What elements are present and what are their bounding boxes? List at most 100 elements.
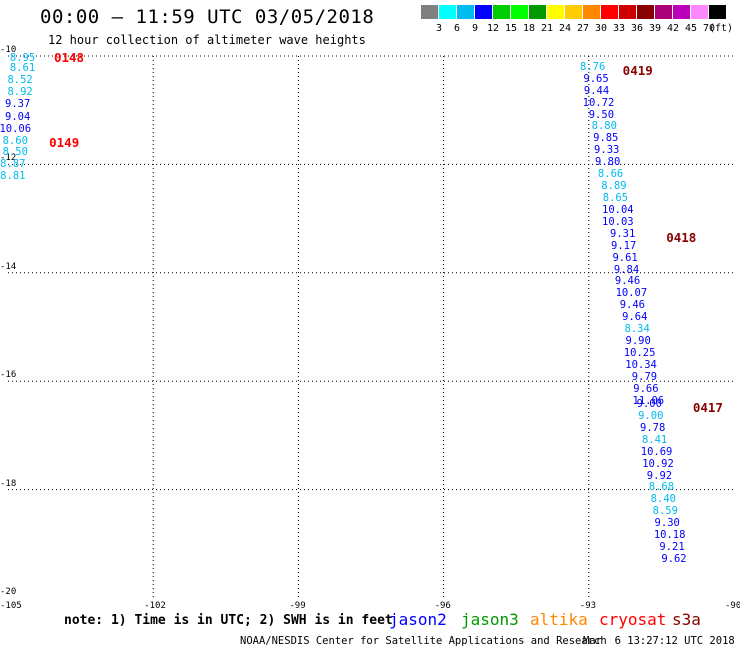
legend-swatch bbox=[691, 5, 708, 19]
wave-height-value: 10.34 bbox=[625, 358, 657, 371]
legend-label: 45 bbox=[684, 23, 698, 34]
legend-label: 70 bbox=[702, 23, 716, 34]
legend-label: 33 bbox=[612, 23, 626, 34]
pass-time-label: 0418 bbox=[666, 230, 697, 246]
pass-time-label: 0417 bbox=[692, 399, 723, 415]
wave-height-value: 9.61 bbox=[612, 251, 638, 264]
legend-label: 12 bbox=[486, 23, 500, 34]
wave-height-value: 8.65 bbox=[602, 192, 629, 204]
wave-height-value: 8.50 bbox=[2, 146, 28, 159]
legend-swatch bbox=[457, 5, 474, 19]
legend-label: 36 bbox=[630, 23, 644, 34]
wave-height-value: 9.17 bbox=[610, 239, 637, 252]
legend-label: 3 bbox=[435, 23, 443, 34]
wave-height-value: 9.46 bbox=[614, 275, 641, 288]
wave-height-value: 8.66 bbox=[597, 168, 624, 181]
wave-height-value: 8.95 bbox=[9, 51, 36, 64]
wave-height-value: 9.84 bbox=[613, 263, 640, 276]
legend-swatch bbox=[493, 5, 510, 19]
legend-swatch bbox=[475, 5, 492, 19]
legend-swatch bbox=[709, 5, 726, 19]
legend-swatch bbox=[673, 5, 690, 19]
wave-height-value: 9.66 bbox=[633, 382, 659, 395]
wave-height-value: 9.00 bbox=[638, 409, 664, 422]
legend-swatch bbox=[565, 5, 582, 19]
pass-time-label: 0419 bbox=[622, 63, 653, 79]
legend-swatch bbox=[619, 5, 636, 19]
map-title: 00:00 – 11:59 UTC 03/05/2018 bbox=[40, 6, 375, 28]
legend-swatch bbox=[421, 5, 438, 19]
footer-timestamp: Mar 6 13:27:12 UTC 2018 bbox=[583, 635, 735, 647]
legend-swatch bbox=[655, 5, 672, 19]
wave-height-value: 10.03 bbox=[602, 215, 634, 228]
wave-height-value: 11.06 bbox=[632, 394, 665, 407]
latitude-tick-label: -18 bbox=[0, 478, 17, 489]
wave-height-value: 8.59 bbox=[652, 505, 678, 518]
wave-height-value: 8.52 bbox=[7, 74, 33, 87]
legend-swatch bbox=[637, 5, 654, 19]
longitude-tick-label: -99 bbox=[289, 601, 306, 611]
legend-swatch bbox=[529, 5, 546, 19]
wave-height-value: 9.92 bbox=[646, 469, 673, 482]
wave-height-value: 8.41 bbox=[641, 433, 668, 446]
wave-height-value: 10.04 bbox=[602, 203, 634, 216]
legend-label: 27 bbox=[576, 23, 590, 34]
latitude-tick-label: -16 bbox=[0, 370, 17, 381]
longitude-tick-label: -105 bbox=[0, 601, 22, 611]
longitude-tick-label: -93 bbox=[579, 601, 597, 611]
wave-height-value: 9.44 bbox=[583, 84, 610, 97]
wave-height-value: 9.79 bbox=[631, 370, 658, 383]
satellite-s3a: s3a bbox=[672, 610, 701, 629]
wave-height-value: 9.78 bbox=[640, 421, 666, 434]
wave-height-value: 9.50 bbox=[588, 108, 615, 121]
wave-height-value: 9.21 bbox=[659, 541, 685, 554]
legend-unit: (ft) bbox=[708, 23, 734, 34]
latitude-tick-label: -10 bbox=[0, 45, 17, 55]
wave-height-value: 8.87 bbox=[0, 158, 26, 171]
legend-label: 39 bbox=[648, 23, 662, 34]
wave-height-value: 8.89 bbox=[601, 180, 627, 193]
wave-height-value: 8.40 bbox=[650, 493, 676, 506]
legend-label: 21 bbox=[540, 23, 554, 34]
wave-height-value: 10.18 bbox=[653, 529, 686, 542]
wave-height-value: 8.81 bbox=[0, 170, 26, 183]
satellite-jason2: jason2 bbox=[389, 610, 447, 629]
longitude-tick-label: -102 bbox=[144, 601, 166, 611]
wave-height-value: 9.00 bbox=[636, 397, 662, 410]
legend-label: 6 bbox=[453, 23, 461, 34]
satellite-altika: altika bbox=[530, 610, 588, 629]
longitude-tick-label: -90 bbox=[725, 601, 740, 611]
satellite-jason3: jason3 bbox=[461, 610, 519, 629]
wave-height-value: 9.80 bbox=[595, 156, 621, 169]
wave-height-value: 10.69 bbox=[640, 445, 673, 458]
wave-height-value: 9.37 bbox=[5, 98, 31, 111]
color-legend: 3 6 9 12 15 18 21 24 27 30 33 36 39 42 45 70 (ft) bbox=[421, 5, 733, 35]
wave-height-value: 10.06 bbox=[0, 122, 32, 135]
wave-height-value: 8.92 bbox=[7, 86, 33, 99]
wave-height-value: 9.31 bbox=[610, 227, 636, 240]
wave-height-value: 10.72 bbox=[582, 96, 615, 109]
wave-height-value: 9.65 bbox=[583, 72, 609, 85]
legend-swatch bbox=[547, 5, 564, 19]
wave-height-value: 9.90 bbox=[625, 335, 651, 348]
wave-height-value: 9.46 bbox=[619, 299, 646, 312]
note-text: note: 1) Time is in UTC; 2) SWH is in fe… bbox=[64, 613, 393, 628]
wave-height-value: 9.04 bbox=[5, 110, 31, 123]
satellite-cryosat: cryosat bbox=[599, 610, 667, 629]
latitude-tick-label: -20 bbox=[0, 587, 17, 597]
latitude-tick-label: -14 bbox=[0, 261, 17, 272]
legend-swatch bbox=[511, 5, 528, 19]
wave-height-value: 10.07 bbox=[615, 287, 648, 300]
wave-height-value: 10.25 bbox=[623, 347, 656, 360]
legend-label: 15 bbox=[504, 23, 518, 34]
legend-swatch bbox=[601, 5, 618, 19]
wave-height-value: 8.80 bbox=[591, 120, 617, 133]
wave-height-value: 9.85 bbox=[593, 132, 619, 145]
longitude-tick-label: -96 bbox=[434, 601, 451, 611]
wave-height-value: 9.33 bbox=[594, 144, 620, 157]
wave-height-value: 8.34 bbox=[624, 323, 650, 336]
legend-label: 42 bbox=[666, 23, 680, 34]
wave-height-value: 8.60 bbox=[2, 134, 28, 147]
